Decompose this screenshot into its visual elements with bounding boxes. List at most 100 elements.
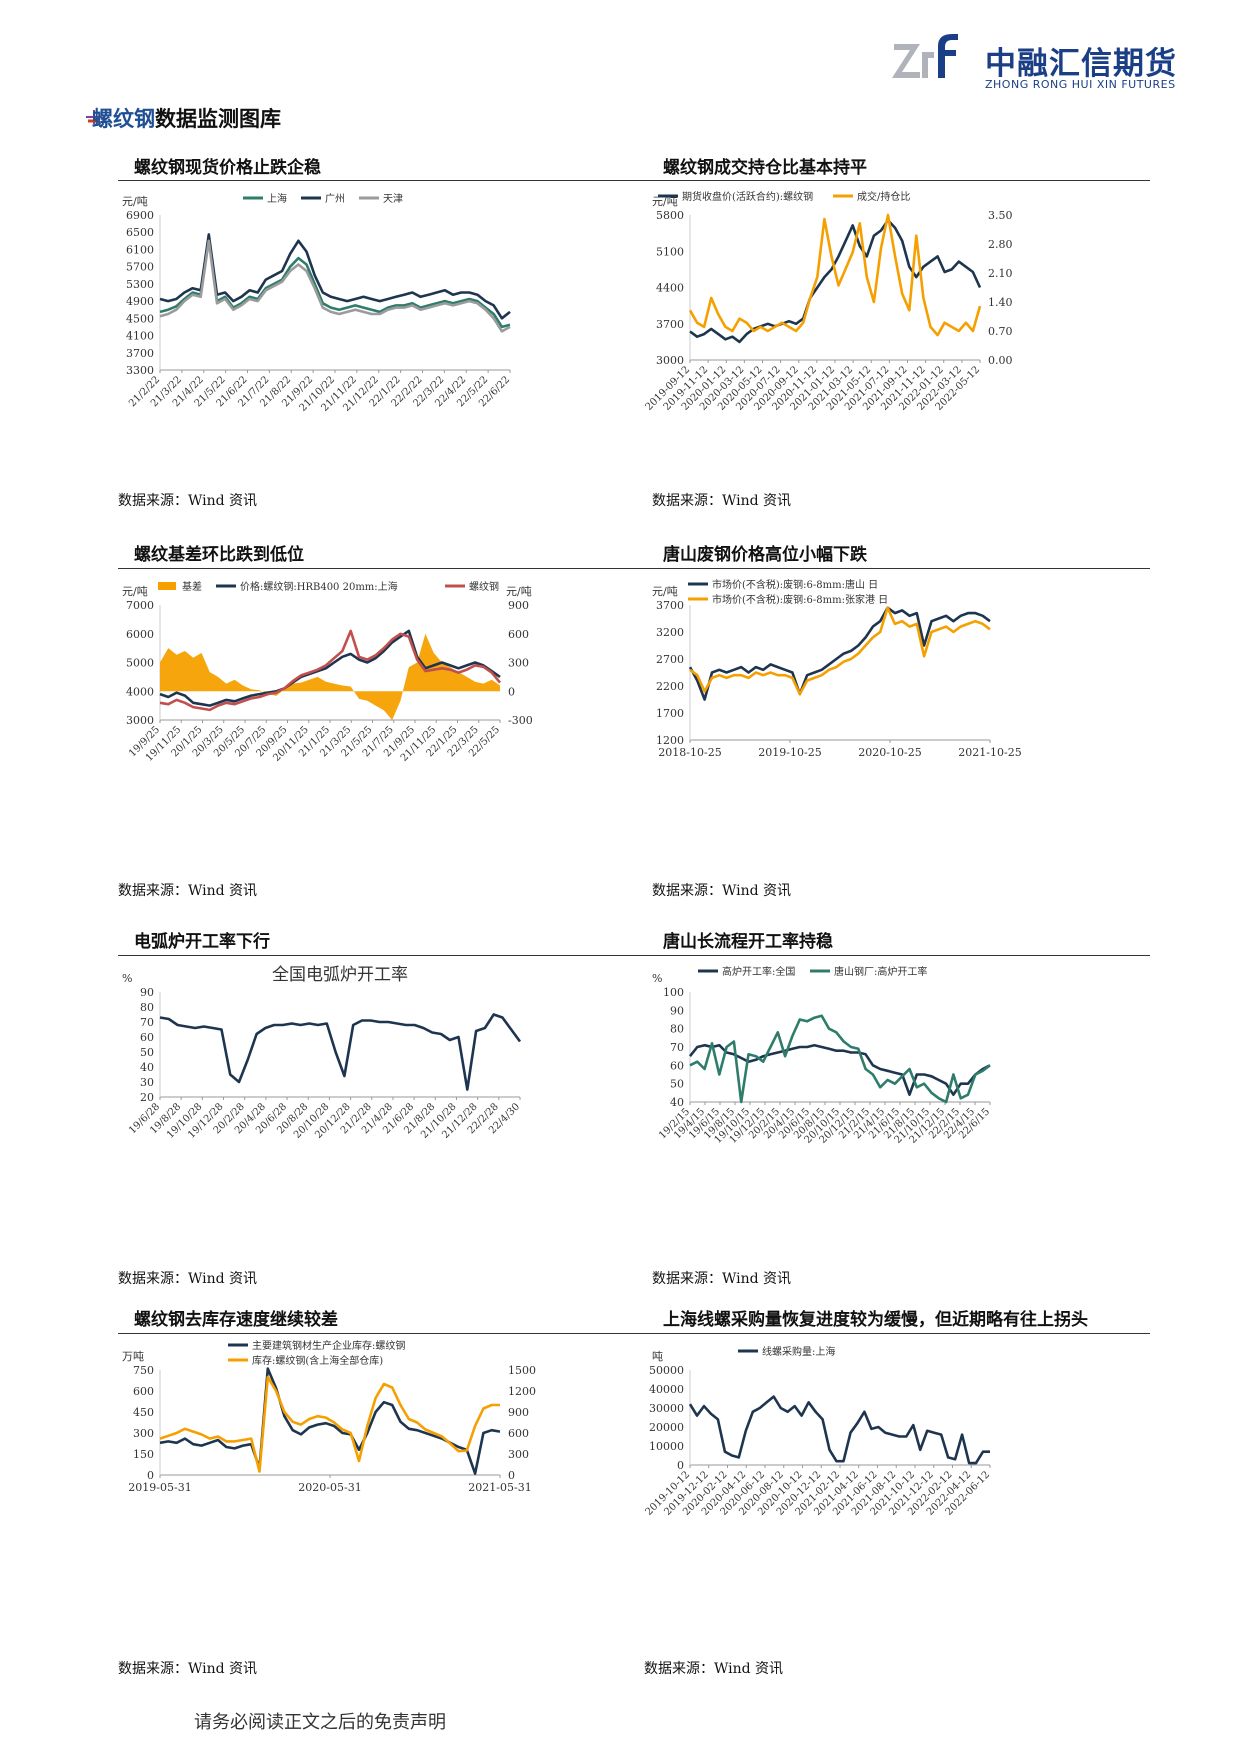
legend-label-1: 唐山钢厂:高炉开工率 bbox=[834, 965, 927, 978]
source-note-1: 数据来源：Wind 资讯 bbox=[118, 493, 258, 509]
x-tick-label: 2019-10-25 bbox=[758, 746, 821, 759]
y-tick-label: 40 bbox=[670, 1096, 684, 1109]
series-line-1 bbox=[688, 213, 982, 337]
y-tick-label: 3700 bbox=[656, 318, 684, 331]
y-tick-label: 90 bbox=[670, 1004, 684, 1017]
chart-basis: 30004000500060007000元/吨-3000300600900元/吨… bbox=[122, 580, 533, 764]
series-line-1 bbox=[159, 1375, 500, 1473]
y-tick-label: 80 bbox=[670, 1023, 684, 1036]
legend-label-1: 价格:螺纹钢:HRB400 20mm:上海 bbox=[240, 580, 398, 593]
y-tick-label: 40 bbox=[140, 1061, 154, 1074]
legend-label-0: 上海 bbox=[267, 192, 287, 205]
source-note-6: 数据来源：Wind 资讯 bbox=[652, 1271, 792, 1287]
chart-inner-title: 全国电弧炉开工率 bbox=[272, 965, 408, 985]
series-line-2 bbox=[159, 239, 511, 333]
legend-label-0: 高炉开工率:全国 bbox=[722, 965, 795, 978]
series-line-0 bbox=[688, 1395, 990, 1465]
y-tick-label: 3000 bbox=[656, 354, 684, 367]
chart-spot-price: 3300 3700 4100 4500 4900 5300 5700 6100 6500 6900… bbox=[122, 192, 512, 414]
y2-tick-label: 900 bbox=[508, 599, 529, 612]
y-tick-label: 150 bbox=[133, 1448, 154, 1461]
series-line-0 bbox=[689, 218, 982, 344]
legend-label-0: 线螺采购量:上海 bbox=[762, 1345, 835, 1358]
section-bullet-icon bbox=[86, 110, 102, 124]
series-line-2 bbox=[159, 629, 502, 712]
y2-tick-label: 600 bbox=[508, 1427, 529, 1440]
y2-tick-label: 3.50 bbox=[988, 209, 1013, 222]
y-tick-label: 70 bbox=[140, 1016, 154, 1029]
x-tick-label: 2021-10-25 bbox=[958, 746, 1021, 759]
legend-swatch-0 bbox=[158, 582, 176, 590]
x-tick-label: 2018-10-25 bbox=[658, 746, 721, 759]
y-tick-label: 5000 bbox=[126, 657, 154, 670]
y-axis-unit: % bbox=[652, 972, 662, 985]
panel-rule-3 bbox=[118, 955, 1150, 956]
series-line-1 bbox=[689, 1014, 991, 1104]
y-tick-label: 3700 bbox=[656, 599, 684, 612]
y-tick-label: 7000 bbox=[126, 599, 154, 612]
legend-label-0: 期货收盘价(活跃合约):螺纹钢 bbox=[682, 190, 813, 203]
y-tick-label: 1700 bbox=[656, 707, 684, 720]
section-title: 螺纹钢数据监测图库 bbox=[92, 103, 281, 133]
y-tick-label: 2200 bbox=[656, 680, 684, 693]
series-line-1 bbox=[159, 629, 501, 707]
source-note-4: 数据来源：Wind 资讯 bbox=[652, 883, 792, 899]
panel-title-4: 唐山废钢价格高位小幅下跌 bbox=[663, 545, 867, 565]
company-logo-cn: 中融汇信期货 bbox=[985, 46, 1177, 82]
source-note-8: 数据来源：Wind 资讯 bbox=[644, 1661, 784, 1677]
source-note-2: 数据来源：Wind 资讯 bbox=[652, 493, 792, 509]
y2-tick-label: 900 bbox=[508, 1406, 529, 1419]
section-title-rest: 数据监测图库 bbox=[155, 107, 281, 131]
y-axis-unit: 元/吨 bbox=[122, 585, 148, 598]
y2-tick-label: 1200 bbox=[508, 1385, 536, 1398]
company-logo-mark bbox=[892, 34, 958, 78]
company-logo-en: ZHONG RONG HUI XIN FUTURES bbox=[985, 78, 1176, 91]
y-tick-label: 90 bbox=[140, 986, 154, 999]
y-tick-label: 2700 bbox=[656, 653, 684, 666]
y-tick-label: 60 bbox=[670, 1059, 684, 1072]
panel-title-1: 螺纹钢现货价格止跌企稳 bbox=[134, 158, 321, 178]
series-line-0 bbox=[688, 606, 991, 701]
y2-tick-label: 0.70 bbox=[988, 325, 1013, 338]
y-tick-label: 6500 bbox=[126, 226, 154, 239]
y-tick-label: 6100 bbox=[126, 243, 154, 256]
series-line-0 bbox=[159, 235, 511, 329]
series-area-0 bbox=[160, 633, 500, 720]
y-tick-label: 4100 bbox=[126, 330, 154, 343]
x-tick-label: 2020-10-25 bbox=[858, 746, 921, 759]
y-tick-label: 0 bbox=[147, 1469, 154, 1482]
y-tick-label: 80 bbox=[140, 1001, 154, 1014]
y-axis-unit: 万吨 bbox=[122, 1350, 144, 1363]
chart-purchase-volume: 01000020000300004000050000吨2019-10-12201… bbox=[644, 1345, 993, 1518]
chart-bf-utilization: 405060708090100%19/2/1519/4/1519/6/1519/… bbox=[652, 965, 992, 1146]
panel-title-2: 螺纹钢成交持仓比基本持平 bbox=[663, 158, 867, 178]
y-tick-label: 70 bbox=[670, 1041, 684, 1054]
y-tick-label: 4400 bbox=[656, 282, 684, 295]
disclaimer-footer: 请务必阅读正文之后的免责声明 bbox=[194, 1712, 446, 1733]
legend-label-0: 主要建筑钢材生产企业库存:螺纹钢 bbox=[252, 1339, 405, 1352]
panel-title-8: 上海线螺采购量恢复进度较为缓慢，但近期略有往上拐头 bbox=[663, 1310, 1088, 1330]
y-tick-label: 3300 bbox=[126, 364, 154, 377]
series-line-1 bbox=[689, 606, 991, 696]
y-tick-label: 600 bbox=[133, 1385, 154, 1398]
panel-title-7: 螺纹钢去库存速度继续较差 bbox=[134, 1310, 338, 1330]
y-tick-label: 4000 bbox=[126, 685, 154, 698]
y-tick-label: 0 bbox=[677, 1459, 684, 1472]
series-line-0 bbox=[688, 1043, 991, 1096]
y-tick-label: 6900 bbox=[126, 209, 154, 222]
x-tick-label: 2020-05-31 bbox=[298, 1481, 361, 1494]
y-axis-unit: 元/吨 bbox=[652, 585, 678, 598]
y-axis-unit: 元/吨 bbox=[122, 195, 148, 208]
y2-tick-label: 2.80 bbox=[988, 238, 1013, 251]
y-tick-label: 4900 bbox=[126, 295, 154, 308]
y-tick-label: 20 bbox=[140, 1091, 154, 1104]
y-tick-label: 50 bbox=[670, 1078, 684, 1091]
source-note-3: 数据来源：Wind 资讯 bbox=[118, 883, 258, 899]
y-tick-label: 3700 bbox=[126, 347, 154, 360]
y-tick-label: 6000 bbox=[126, 628, 154, 641]
y2-tick-label: 0 bbox=[508, 685, 515, 698]
y2-tick-label: 1500 bbox=[508, 1364, 536, 1377]
source-note-7: 数据来源：Wind 资讯 bbox=[118, 1661, 258, 1677]
y-tick-label: 50 bbox=[140, 1046, 154, 1059]
